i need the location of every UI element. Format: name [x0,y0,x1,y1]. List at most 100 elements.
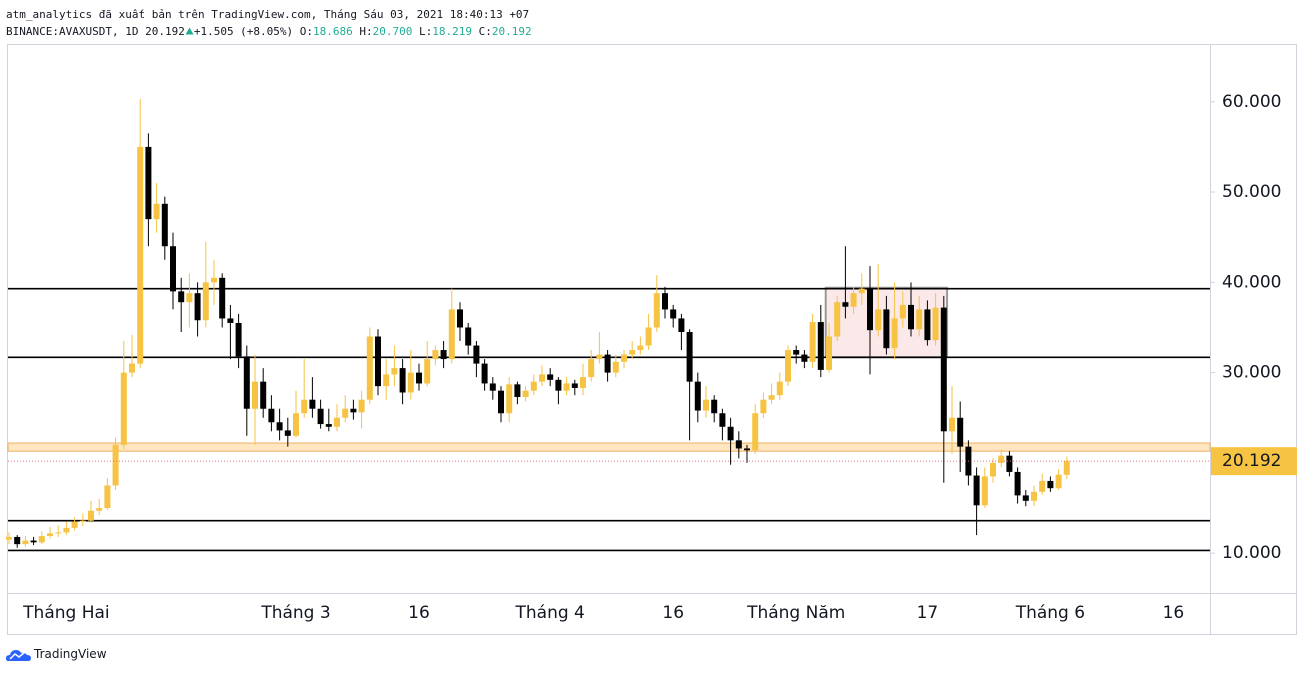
candle-body [276,422,283,431]
candle-body [990,462,996,477]
y-tick-label: 40.000 [1222,272,1281,292]
candle-body [727,426,734,441]
symbol-line: BINANCE:AVAXUSDT, 1D 20.192 +1.505 (+8.05… [6,23,532,40]
x-tick-label: Tháng 6 [1015,603,1085,623]
candle-body [375,336,381,387]
last-price-box [1211,447,1297,476]
candle-body [744,448,750,451]
candle-body [506,384,513,414]
y-tick-label: 50.000 [1222,182,1281,202]
candle-body [301,399,308,414]
candle-body [629,350,636,355]
candle-body [96,508,103,511]
candle-body [235,322,242,357]
candle-body [252,381,258,409]
candle-body [580,377,586,388]
legend-value: 18.219 [432,25,473,38]
candle-body [867,288,873,331]
candle-body [957,417,964,447]
candle-body [104,485,111,509]
candle-body [522,390,529,397]
candle-body [489,383,496,391]
candle-body [908,304,914,330]
candle-body [1031,491,1037,501]
candle-body [719,413,726,427]
candle-body [47,533,53,537]
candle-body [293,413,299,436]
candle-body [137,146,144,364]
candle-body [1039,480,1046,492]
candle-body [284,430,291,436]
y-tick-label: 60.000 [1222,92,1281,112]
legend-value: 18.686 [313,25,353,38]
x-tick-label: 16 [662,603,684,623]
candle-body [129,363,135,373]
candle-body [481,363,488,384]
candle-body [211,277,217,283]
candle-body [817,322,824,370]
candle-body [662,293,668,310]
candle-body [530,381,537,391]
y-tick-label: 30.000 [1222,363,1281,383]
candle-body [30,540,37,543]
last-price-label: 20.192 [1222,451,1281,471]
chart-frame [7,44,1297,635]
candle-body [55,532,62,534]
candle-body [325,424,332,427]
candle-body [194,293,201,321]
x-tick-label: Tháng Năm [746,603,845,623]
candle-body [457,309,463,328]
candle-body [801,354,808,362]
candle-body [407,372,414,393]
publish-line: atm_analytics đã xuất bản trên TradingVi… [6,8,530,21]
candle-body [424,359,431,384]
candle-body [711,399,718,414]
candle-body [309,399,316,409]
candle-body [596,354,603,360]
candle-body [366,336,373,400]
candle-body [973,475,980,506]
candle-body [1055,474,1062,489]
candle-body [875,309,882,331]
candle-body [153,203,160,220]
candle-body [120,372,127,445]
candle-body [391,368,398,375]
candle-body [793,350,800,355]
candle-body [334,417,340,427]
y-tick-label: 10.000 [1222,543,1281,563]
brand: TradingView [34,647,107,661]
x-tick-label: 17 [917,603,939,623]
legend-key: H: [359,25,373,38]
candle-body [850,293,857,307]
last-price: 20.192 [145,25,185,38]
candle-body [555,379,562,391]
legend-key: C: [478,25,492,38]
candle-body [186,293,193,303]
candle-body [432,350,439,360]
candle-body [178,291,185,303]
ohlc-legend: O:18.686 H:20.700 L:18.219 C:20.192 [300,25,532,38]
candle-body [924,309,931,341]
candle-body [899,304,906,319]
candle-body [22,540,29,545]
candle-body [71,521,78,528]
legend-key: O: [299,25,314,38]
x-tick-label: 16 [408,603,430,623]
candle-body [38,536,45,543]
candle-body [79,520,86,522]
candle-body [1063,461,1070,475]
candle-body [645,327,652,346]
candle-body [571,383,578,388]
candle-body [891,318,898,349]
candle-body [604,354,611,373]
candle-body [785,350,791,382]
x-tick-label: Tháng 3 [260,603,330,623]
candle-body [227,318,234,323]
candle-body [703,399,709,411]
candle-body [1022,495,1029,501]
candle-body [1014,471,1021,496]
candle-body [514,384,521,397]
candle-body [6,536,12,540]
candle-body [940,307,947,432]
